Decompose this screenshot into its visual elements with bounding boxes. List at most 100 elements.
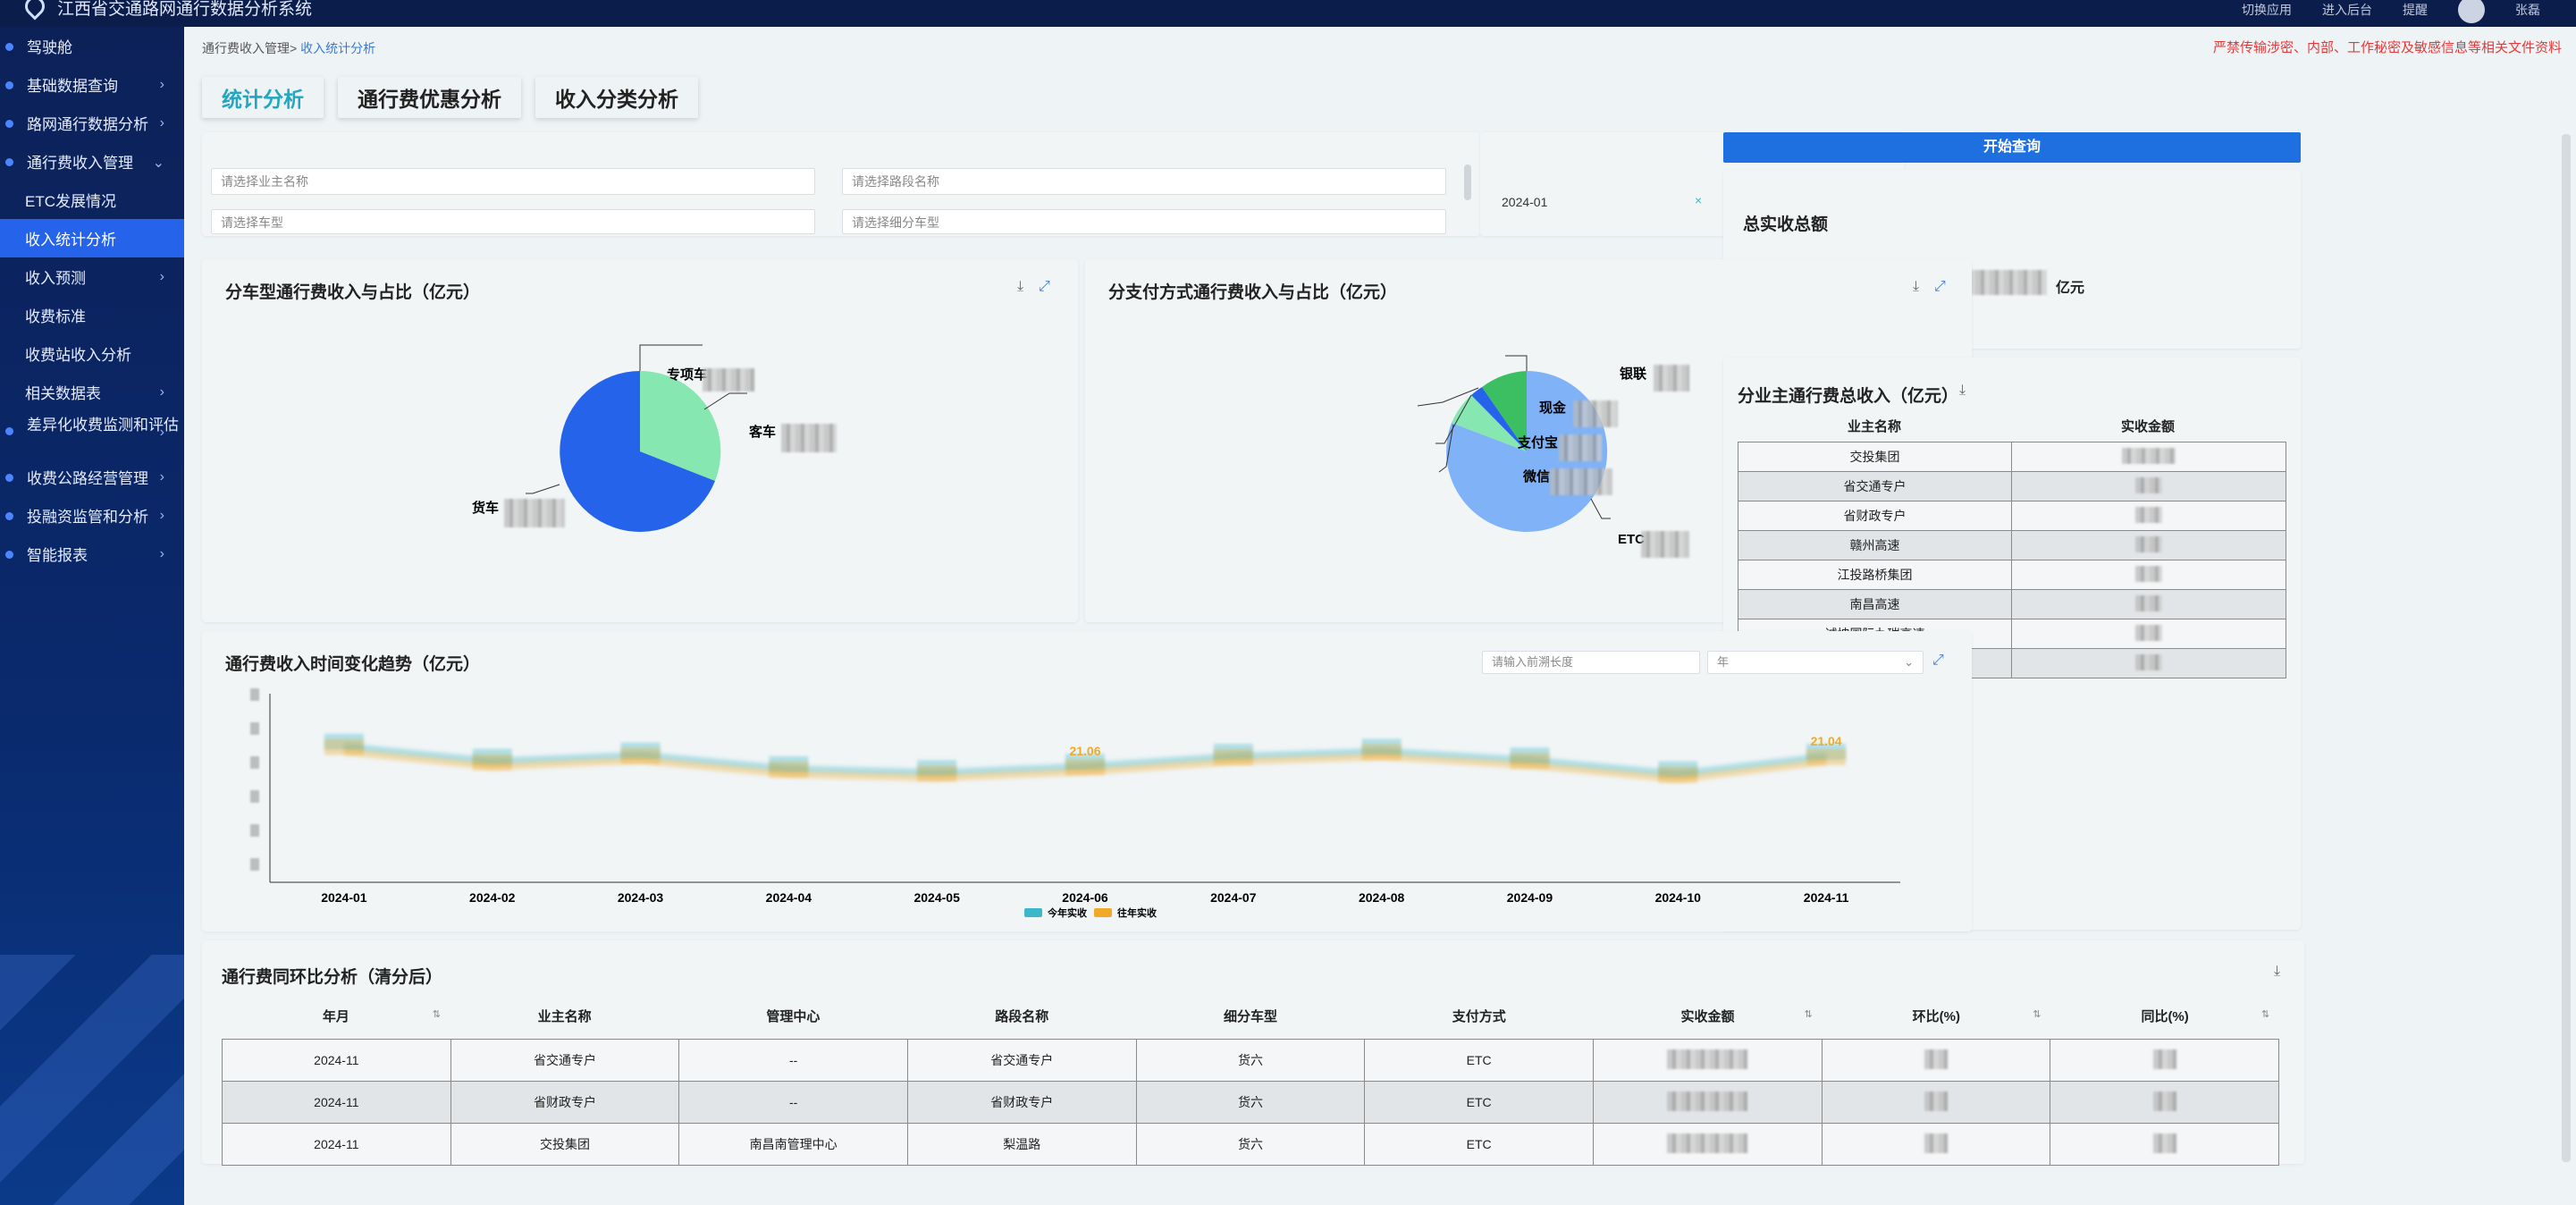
sort-icon[interactable]: ⇅	[432, 1009, 441, 1020]
yoy-col-header[interactable]: 业主名称	[537, 1009, 592, 1024]
sort-icon[interactable]: ⇅	[2033, 1009, 2041, 1020]
pie-slice-unionpay[interactable]	[1482, 371, 1527, 451]
sidebar-item-10[interactable]: 差异化收费监测和评估 ›	[0, 411, 184, 458]
yoy-col-header[interactable]: 同比(%)	[2141, 1009, 2189, 1024]
pie-slice-alipay[interactable]	[1471, 387, 1527, 451]
subtype-select[interactable]: 请选择细分车型	[842, 209, 1446, 234]
sort-icon[interactable]: ⇅	[1804, 1009, 1813, 1020]
table-row[interactable]: 交投集团	[1738, 442, 2286, 472]
granularity-select[interactable]: 年 ⌄	[1707, 651, 1924, 674]
tab-statistics[interactable]: 统计分析	[202, 77, 324, 118]
tab-category-analysis[interactable]: 收入分类分析	[535, 77, 698, 118]
sidebar-item-2[interactable]: 路网通行数据分析 ›	[0, 104, 184, 142]
yoy-col-header[interactable]: 细分车型	[1223, 1009, 1277, 1024]
pie-slice-truck[interactable]	[560, 371, 715, 532]
sidebar-item-0[interactable]: 驾驶舱	[0, 27, 184, 65]
download-icon[interactable]: ⤓	[1959, 383, 1966, 398]
owner-amount-cell	[2011, 619, 2286, 649]
clear-start-icon[interactable]: ×	[1695, 193, 1703, 207]
sidebar-item-5[interactable]: 收入统计分析	[0, 219, 184, 257]
redacted-value	[1924, 1091, 1948, 1111]
table-row[interactable]: 江投路桥集团	[1738, 560, 2286, 590]
date-start[interactable]: 2024-01	[1502, 195, 1548, 209]
sidebar-item-12[interactable]: 投融资监管和分析 ›	[0, 496, 184, 535]
page-scrollbar[interactable]	[2562, 134, 2571, 1162]
sidebar-item-label: 收费站收入分析	[25, 347, 131, 364]
tab-discount-analysis[interactable]: 通行费优惠分析	[338, 77, 521, 118]
download-icon[interactable]: ⤓	[1017, 279, 1024, 294]
owner-col-name: 业主名称	[1847, 419, 1901, 434]
sidebar-item-3[interactable]: 通行费收入管理 ⌄	[0, 142, 184, 181]
legend-label: 往年实收	[1117, 906, 1157, 919]
table-row[interactable]: 省交通专户	[1738, 471, 2286, 501]
breadcrumb-parent[interactable]: 通行费收入管理>	[202, 41, 298, 55]
table-row[interactable]: 2024-11 省交通专户 -- 省交通专户 货六 ETC	[222, 1039, 2279, 1082]
series-line-0	[343, 742, 1827, 778]
label-wechat: 微信	[1522, 468, 1550, 485]
redacted-value	[2152, 1049, 2176, 1069]
yoy-col-header[interactable]: 年月	[322, 1009, 349, 1024]
owner-amount-cell	[2011, 530, 2286, 560]
yoy-cell: 2024-11	[222, 1123, 451, 1166]
yoy-redacted-cell	[1821, 1081, 2051, 1124]
table-row[interactable]: 2024-11 省财政专户 -- 省财政专户 货六 ETC	[222, 1081, 2279, 1124]
sidebar-item-8[interactable]: 收费站收入分析	[0, 334, 184, 373]
yoy-col-header[interactable]: 实收金额	[1680, 1009, 1735, 1024]
download-icon[interactable]: ⤓	[1913, 279, 1920, 294]
user-name[interactable]: 张磊	[2515, 3, 2540, 17]
x-tick-label: 2024-02	[469, 890, 516, 905]
filter-scrollbar[interactable]	[1464, 164, 1471, 200]
y-tick-redacted	[250, 688, 259, 701]
expand-icon[interactable]: ⤢	[1932, 653, 1944, 668]
sidebar-item-1[interactable]: 基础数据查询 ›	[0, 65, 184, 104]
owner-amount-cell	[2011, 501, 2286, 531]
pie-slice-wechat[interactable]	[1452, 395, 1527, 451]
road-select[interactable]: 请选择路段名称	[842, 168, 1446, 195]
trend-title: 通行费收入时间变化趋势（亿元）	[225, 655, 481, 674]
yoy-col-header[interactable]: 支付方式	[1452, 1009, 1506, 1024]
expand-icon[interactable]: ⤢	[1934, 279, 1946, 294]
table-row[interactable]: 赣州高速	[1738, 530, 2286, 560]
sidebar-item-6[interactable]: 收入预测 ›	[0, 257, 184, 296]
yoy-col-header[interactable]: 管理中心	[766, 1009, 821, 1024]
total-value-redacted	[1961, 270, 2047, 295]
owner-amount-cell	[2011, 560, 2286, 590]
avatar[interactable]	[2458, 0, 2485, 23]
menu-bullet-icon	[5, 427, 13, 435]
redacted-value	[2135, 476, 2162, 493]
redacted-value	[2152, 1091, 2176, 1111]
legend-swatch	[1094, 908, 1112, 917]
sidebar-item-13[interactable]: 智能报表 ›	[0, 535, 184, 573]
expand-icon[interactable]: ⤢	[1039, 279, 1050, 294]
switch-app-link[interactable]: 切换应用	[2242, 3, 2292, 17]
redacted-bus	[781, 424, 837, 452]
menu-bullet-icon	[5, 551, 13, 559]
point-label-1	[769, 762, 809, 778]
vehicle-select[interactable]: 请选择车型	[211, 209, 815, 234]
sidebar-item-11[interactable]: 收费公路经营管理 ›	[0, 458, 184, 496]
query-button[interactable]: 开始查询	[1723, 132, 2301, 163]
yoy-col-header[interactable]: 路段名称	[995, 1009, 1049, 1024]
yoy-cell: --	[678, 1039, 908, 1082]
sidebar-item-4[interactable]: ETC发展情况	[0, 181, 184, 219]
table-row[interactable]: 南昌高速	[1738, 589, 2286, 619]
pie-slice-bus[interactable]	[640, 370, 721, 481]
sidebar-item-9[interactable]: 相关数据表 ›	[0, 373, 184, 411]
owner-select[interactable]: 请选择业主名称	[211, 168, 815, 195]
label-line-unionpay	[1505, 355, 1528, 371]
period-input[interactable]: 请输入前溯长度	[1482, 651, 1700, 674]
yoy-redacted-cell	[1821, 1123, 2051, 1166]
yoy-col-header[interactable]: 环比(%)	[1912, 1009, 1960, 1024]
sort-icon[interactable]: ⇅	[2261, 1009, 2270, 1020]
notify-link[interactable]: 提醒	[2403, 3, 2428, 17]
download-icon[interactable]: ⤓	[2274, 964, 2281, 979]
owner-amount-cell	[2011, 442, 2286, 472]
x-tick-label: 2024-10	[1655, 890, 1702, 905]
yoy-header: 年月 ⇅ 业主名称 管理中心 路段名称 细分车型 支付方式 实收金额 ⇅ 环比(%) ⇅ 同比(%) ⇅	[222, 1007, 2279, 1033]
label-line-alipay	[1435, 394, 1472, 444]
table-row[interactable]: 2024-11 交投集团 南昌南管理中心 梨温路 货六 ETC	[222, 1123, 2279, 1166]
sidebar-item-7[interactable]: 收费标准	[0, 296, 184, 334]
admin-link[interactable]: 进入后台	[2322, 3, 2372, 17]
table-row[interactable]: 省财政专户	[1738, 501, 2286, 531]
point-label-1	[1361, 744, 1402, 761]
